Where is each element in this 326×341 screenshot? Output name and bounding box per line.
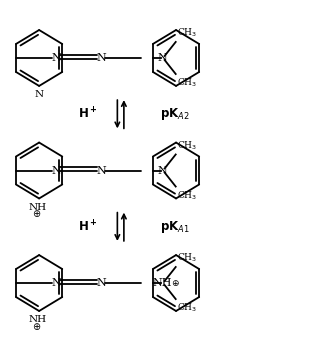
- Text: CH$_3$: CH$_3$: [177, 302, 198, 314]
- Text: pK$_{A2}$: pK$_{A2}$: [160, 106, 189, 122]
- Text: CH$_3$: CH$_3$: [177, 77, 198, 89]
- Text: N: N: [96, 278, 106, 288]
- Text: $\mathbf{H^+}$: $\mathbf{H^+}$: [78, 107, 98, 122]
- Text: N: N: [158, 53, 168, 63]
- Text: N: N: [51, 165, 61, 176]
- Text: N: N: [158, 165, 168, 176]
- Text: CH$_3$: CH$_3$: [177, 27, 198, 39]
- Text: CH$_3$: CH$_3$: [177, 252, 198, 264]
- Text: N: N: [51, 53, 61, 63]
- Text: NH: NH: [29, 315, 47, 324]
- Text: N: N: [35, 90, 44, 99]
- Text: CH$_3$: CH$_3$: [177, 139, 198, 152]
- Text: $\oplus$: $\oplus$: [171, 278, 180, 288]
- Text: N: N: [51, 278, 61, 288]
- Text: NH: NH: [29, 203, 47, 212]
- Text: N: N: [96, 53, 106, 63]
- Text: $\oplus$: $\oplus$: [32, 321, 41, 332]
- Text: $\oplus$: $\oplus$: [32, 208, 41, 219]
- Text: CH$_3$: CH$_3$: [177, 189, 198, 202]
- Text: $\mathbf{H^+}$: $\mathbf{H^+}$: [78, 219, 98, 234]
- Text: NH: NH: [153, 278, 172, 288]
- Text: N: N: [96, 165, 106, 176]
- Text: pK$_{A1}$: pK$_{A1}$: [160, 219, 189, 235]
